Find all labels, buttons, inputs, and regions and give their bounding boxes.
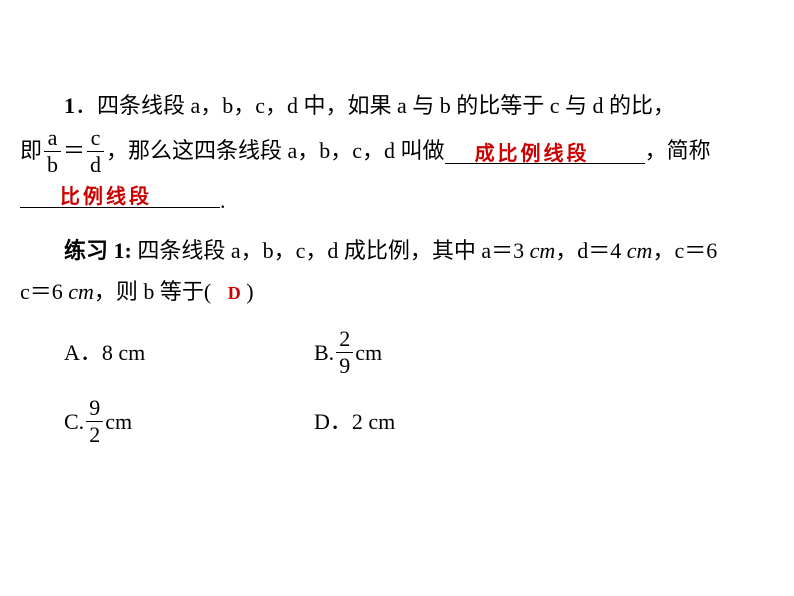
option-d-text: 2 cm: [352, 409, 395, 434]
frac-den: 2: [86, 422, 103, 446]
frac-den: d: [87, 152, 104, 176]
option-c-unit: cm: [105, 401, 132, 443]
annotation-2: 比例线段: [60, 178, 152, 216]
option-c-label: C.: [64, 401, 84, 443]
q1-text-part1: ．四条线段 a，b，c，d 中，如果 a 与 b 的比等于 c 与 d 的比，: [75, 93, 675, 118]
equals-sign: ＝: [63, 130, 85, 172]
answer-d: D: [228, 283, 241, 303]
frac-num: 2: [336, 328, 353, 353]
frac-num: c: [87, 127, 104, 152]
document-content: 1．四条线段 a，b，c，d 中，如果 a 与 b 的比等于 c 与 d 的比，…: [20, 85, 774, 446]
question-1: 1．四条线段 a，b，c，d 中，如果 a 与 b 的比等于 c 与 d 的比，…: [20, 85, 774, 222]
question-number: 1: [64, 93, 75, 118]
blank-2: 比例线段: [20, 181, 220, 207]
option-a-label: A: [64, 340, 80, 365]
q1-part3: ，简称: [645, 130, 711, 172]
ex-text3b: c＝6: [20, 279, 63, 304]
period: .: [220, 180, 226, 222]
option-b-unit: cm: [355, 332, 382, 374]
fraction-2-over-9: 2 9: [336, 328, 353, 377]
answer-options: A．8 cm B. 2 9 cm C. 9 2 cm D． 2: [20, 328, 774, 446]
cm-unit: cm: [63, 279, 94, 304]
cm-unit: cm: [524, 238, 555, 263]
ex-text5: ): [241, 279, 254, 304]
option-row-2: C. 9 2 cm D．2 cm: [64, 397, 774, 446]
blank-1: 成比例线段: [445, 138, 645, 164]
ex-text1: 四条线段 a，b，c，d 成比例，其中 a＝3: [132, 238, 524, 263]
option-a: A．8 cm: [64, 332, 314, 374]
option-c: C. 9 2 cm: [64, 397, 314, 446]
ex-text2: ，d＝4: [555, 238, 621, 263]
option-row-1: A．8 cm B. 2 9 cm: [64, 328, 774, 377]
exercise-label: 练习 1:: [64, 238, 132, 263]
frac-num: a: [44, 127, 61, 152]
q1-post: ，那么这四条线段 a，b，c，d 叫做: [106, 130, 445, 172]
q1-pre: 即: [20, 130, 42, 172]
option-d: D．2 cm: [314, 401, 395, 443]
exercise-1: 练习 1: 四条线段 a，b，c，d 成比例，其中 a＝3 cm，d＝4 cm，…: [20, 230, 774, 314]
option-d-label: D．: [314, 409, 352, 434]
ex-text4: ，则 b 等于(: [94, 279, 211, 304]
option-b: B. 2 9 cm: [314, 328, 382, 377]
option-b-label: B.: [314, 332, 334, 374]
fraction-c-over-d: c d: [87, 127, 104, 176]
annotation-1: 成比例线段: [475, 135, 590, 173]
option-a-text: ．8 cm: [80, 340, 145, 365]
frac-den: 9: [336, 353, 353, 377]
fraction-9-over-2: 9 2: [86, 397, 103, 446]
cm-unit: cm: [621, 238, 652, 263]
frac-num: 9: [86, 397, 103, 422]
ex-text3: ，c＝6: [652, 238, 717, 263]
frac-den: b: [44, 152, 61, 176]
fraction-a-over-b: a b: [44, 127, 61, 176]
